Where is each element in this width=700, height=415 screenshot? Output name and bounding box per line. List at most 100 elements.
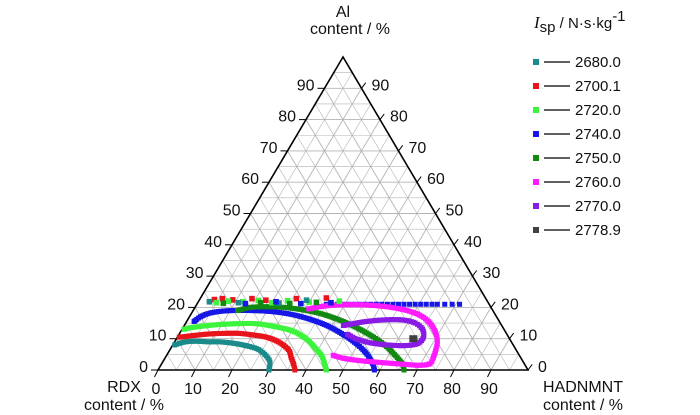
- legend-label: 2720.0: [575, 102, 621, 119]
- data-point: [344, 331, 350, 337]
- bottom-tick-label: 80: [443, 381, 461, 398]
- data-point: [313, 299, 320, 306]
- left-tick-label: 10: [149, 328, 167, 345]
- data-point: [434, 301, 440, 307]
- grid-line: [509, 354, 520, 371]
- left-tick-label: 50: [223, 203, 241, 220]
- left-tick-label: 90: [297, 77, 315, 94]
- bottom-tick-label: 40: [295, 381, 313, 398]
- data-point: [219, 295, 226, 302]
- data-point: [396, 301, 401, 307]
- grid-line: [398, 260, 464, 371]
- scatter-group: [211, 295, 330, 304]
- data-point: [276, 300, 282, 306]
- data-point: [409, 335, 418, 343]
- data-point: [336, 298, 343, 304]
- bottom-tick: [413, 369, 418, 378]
- right-tick: [361, 82, 367, 89]
- data-point: [401, 367, 407, 373]
- left-axis-label-line1: RDX: [107, 379, 141, 396]
- legend-entry: 2700.1: [533, 78, 621, 95]
- legend-marker: [533, 83, 539, 89]
- top-axis-label-line2: content / %: [310, 21, 390, 38]
- data-point: [180, 339, 186, 345]
- grid-line: [333, 72, 510, 371]
- bottom-tick-label: 10: [184, 381, 202, 398]
- data-point: [218, 308, 224, 314]
- data-point: [430, 356, 436, 362]
- data-point: [263, 297, 269, 304]
- data-point: [407, 301, 413, 307]
- bottom-tick: [487, 369, 492, 378]
- grid-line: [259, 197, 362, 371]
- data-point: [229, 297, 236, 303]
- data-point: [316, 304, 322, 310]
- right-tick: [435, 207, 441, 214]
- data-point: [221, 308, 227, 314]
- legend-title-symbol: I: [533, 13, 541, 32]
- grid-line: [435, 291, 483, 371]
- data-point: [357, 358, 363, 364]
- data-point: [371, 367, 377, 373]
- legend-title-unit: / N·s·kg: [556, 15, 613, 32]
- data-point: [303, 297, 310, 304]
- legend-entry: 2680.0: [533, 54, 621, 71]
- data-point: [390, 301, 396, 307]
- legend-marker: [533, 107, 539, 113]
- right-axis-label-line1: HADNMNT: [543, 379, 623, 396]
- right-tick: [527, 364, 533, 371]
- right-axis-label-line2: content / %: [543, 397, 623, 414]
- legend-entry: 2750.0: [533, 150, 621, 167]
- grid-lines: [166, 72, 520, 371]
- legend-marker: [533, 203, 539, 209]
- grid-line: [314, 103, 473, 371]
- right-tick-label: 0: [538, 359, 547, 376]
- grid-line: [185, 322, 214, 371]
- data-point: [292, 367, 298, 373]
- right-tick-label: 50: [446, 203, 464, 220]
- left-tick-label: 40: [204, 234, 222, 251]
- legend-label: 2770.0: [575, 198, 621, 215]
- data-point: [405, 362, 411, 368]
- data-point: [185, 325, 191, 331]
- data-point: [449, 301, 455, 307]
- series-2720.0: [181, 320, 329, 373]
- data-point: [291, 362, 297, 368]
- data-point: [268, 299, 275, 306]
- right-tick-label: 40: [464, 234, 482, 251]
- right-tick-label: 20: [501, 296, 519, 313]
- data-point: [257, 299, 264, 306]
- top-axis-label-line1: Al: [336, 4, 350, 21]
- data-point: [298, 300, 304, 307]
- left-axis-label-line2: content / %: [84, 397, 164, 414]
- grid-line: [277, 166, 399, 371]
- grid-line: [324, 197, 427, 371]
- right-tick: [490, 301, 496, 308]
- grid-line: [176, 72, 353, 371]
- data-point: [284, 298, 291, 304]
- bottom-tick-label: 50: [332, 381, 350, 398]
- bottom-tick: [228, 369, 233, 378]
- data-point: [213, 299, 220, 306]
- scatter-group: [206, 297, 310, 306]
- data-point: [457, 301, 463, 307]
- right-tick-label: 70: [409, 140, 427, 157]
- data-point: [429, 301, 435, 307]
- legend-marker: [533, 179, 539, 185]
- data-point: [249, 295, 255, 302]
- bottom-tick: [339, 369, 344, 378]
- legend-entries: 2680.0 2700.1 2720.0 2740.0 2750.0 2760.0 2770…: [533, 54, 621, 239]
- data-point: [220, 300, 227, 307]
- scatter-group: [220, 299, 320, 307]
- legend-title-subscript: sp: [540, 19, 556, 36]
- right-tick: [379, 113, 385, 120]
- data-point: [174, 341, 180, 347]
- grid-line: [324, 88, 492, 371]
- legend-marker: [533, 131, 539, 137]
- data-point: [242, 300, 249, 307]
- data-point: [243, 305, 249, 311]
- bottom-tick-label: 70: [406, 381, 424, 398]
- data-point: [293, 295, 300, 302]
- legend-entry: 2760.0: [533, 174, 621, 191]
